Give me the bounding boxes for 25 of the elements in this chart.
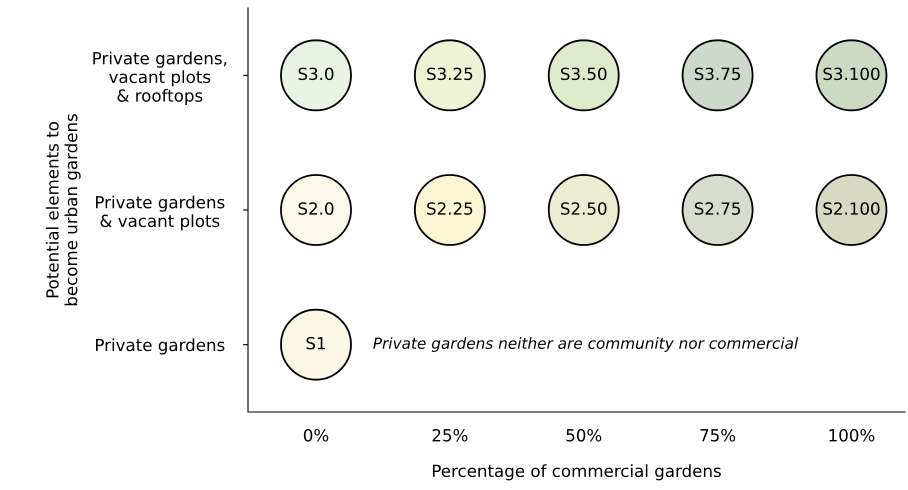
data-label: S3.75 — [694, 68, 740, 80]
data-label: S2.0 — [298, 202, 334, 215]
data-label: S2.100 — [823, 202, 880, 215]
point — [280, 39, 352, 112]
data-label: S3.50 — [560, 68, 606, 80]
data-label: S3.100 — [823, 68, 880, 80]
data-label: S2.75 — [694, 202, 740, 215]
data-label: S3.0 — [298, 68, 334, 80]
y-tick-label: Private gardens & vacant plots — [96, 196, 224, 230]
x-tick-label: 100% — [829, 428, 874, 442]
data-label: S1 — [306, 336, 326, 350]
point — [280, 174, 352, 246]
y-axis-title: Potential elements to become urban gardens — [46, 114, 81, 306]
data-label: S2.50 — [560, 202, 606, 215]
data-label: S2.25 — [427, 202, 472, 215]
x-axis-title: Percentage of commercial gardens — [432, 464, 721, 480]
x-tick-label: 25% — [432, 428, 468, 442]
data-label: S3.25 — [427, 68, 472, 80]
point — [280, 308, 352, 381]
y-tick-label: Private gardens — [96, 338, 224, 354]
annotation: Private gardens neither are community nor commercial — [373, 337, 798, 352]
x-tick-label: 50% — [566, 428, 602, 442]
x-tick-label: 75% — [700, 428, 736, 442]
y-tick-label: Private gardens, vacant plots & rooftops — [93, 52, 226, 106]
x-tick-label: 0% — [304, 428, 328, 442]
